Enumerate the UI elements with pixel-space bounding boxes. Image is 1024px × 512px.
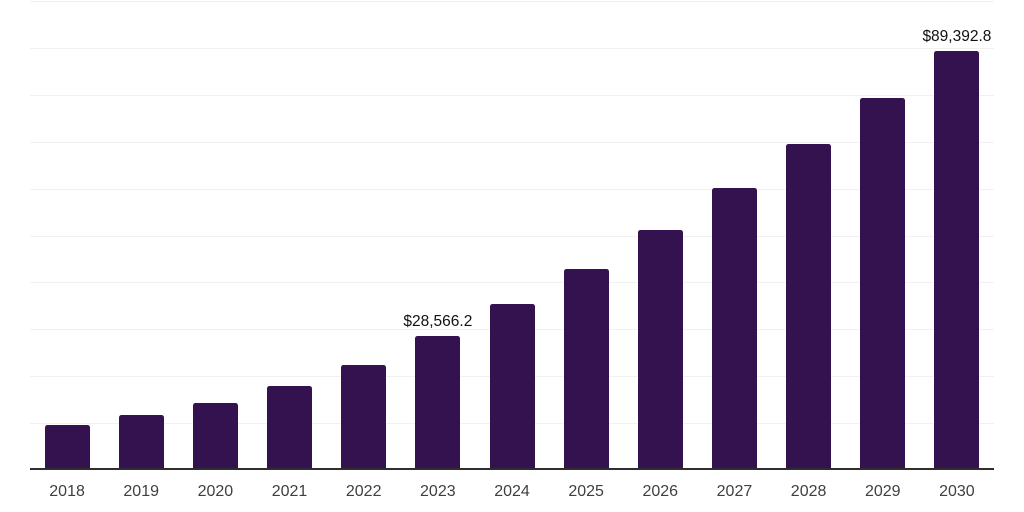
x-tick-label-2029: 2029 — [864, 483, 901, 500]
x-tick-label-2020: 2020 — [197, 483, 234, 500]
x-axis-line — [30, 468, 994, 470]
x-tick-label-2025: 2025 — [568, 483, 604, 500]
bar-2027 — [711, 188, 757, 470]
x-tick-label-2024: 2024 — [494, 483, 530, 500]
x-tick-label-2030: 2030 — [939, 483, 975, 500]
bar-2025 — [563, 268, 609, 470]
gridline-70000 — [30, 141, 994, 143]
gridline-90000 — [30, 47, 994, 49]
x-tick-label-2021: 2021 — [271, 483, 308, 500]
gridline-80000 — [30, 94, 994, 96]
bar-2030 — [934, 50, 980, 470]
x-tick-label-2022: 2022 — [345, 483, 382, 500]
value-label-2023: $28,566.2 — [403, 313, 473, 331]
bar-2020 — [192, 402, 238, 470]
bar-2022 — [341, 364, 387, 470]
x-tick-label-2026: 2026 — [642, 483, 679, 500]
gridline-60000 — [30, 188, 994, 190]
gridline-50000 — [30, 235, 994, 237]
bar-2019 — [118, 415, 164, 470]
bar-2023 — [415, 336, 461, 470]
x-tick-label-2023: 2023 — [420, 483, 456, 500]
bar-2018 — [44, 425, 90, 470]
bar-2028 — [786, 144, 832, 470]
bar-2026 — [637, 229, 683, 470]
x-tick-label-2028: 2028 — [790, 483, 827, 500]
bar-2021 — [267, 385, 313, 470]
x-tick-label-2027: 2027 — [716, 483, 753, 500]
bar-2029 — [860, 98, 906, 470]
value-label-2030: $89,392.8 — [922, 27, 992, 45]
bar-2024 — [489, 304, 535, 470]
x-tick-label-2019: 2019 — [123, 483, 159, 500]
gridline-100000 — [30, 1, 994, 2]
x-tick-label-2018: 2018 — [49, 483, 85, 500]
gridline-40000 — [30, 282, 994, 284]
